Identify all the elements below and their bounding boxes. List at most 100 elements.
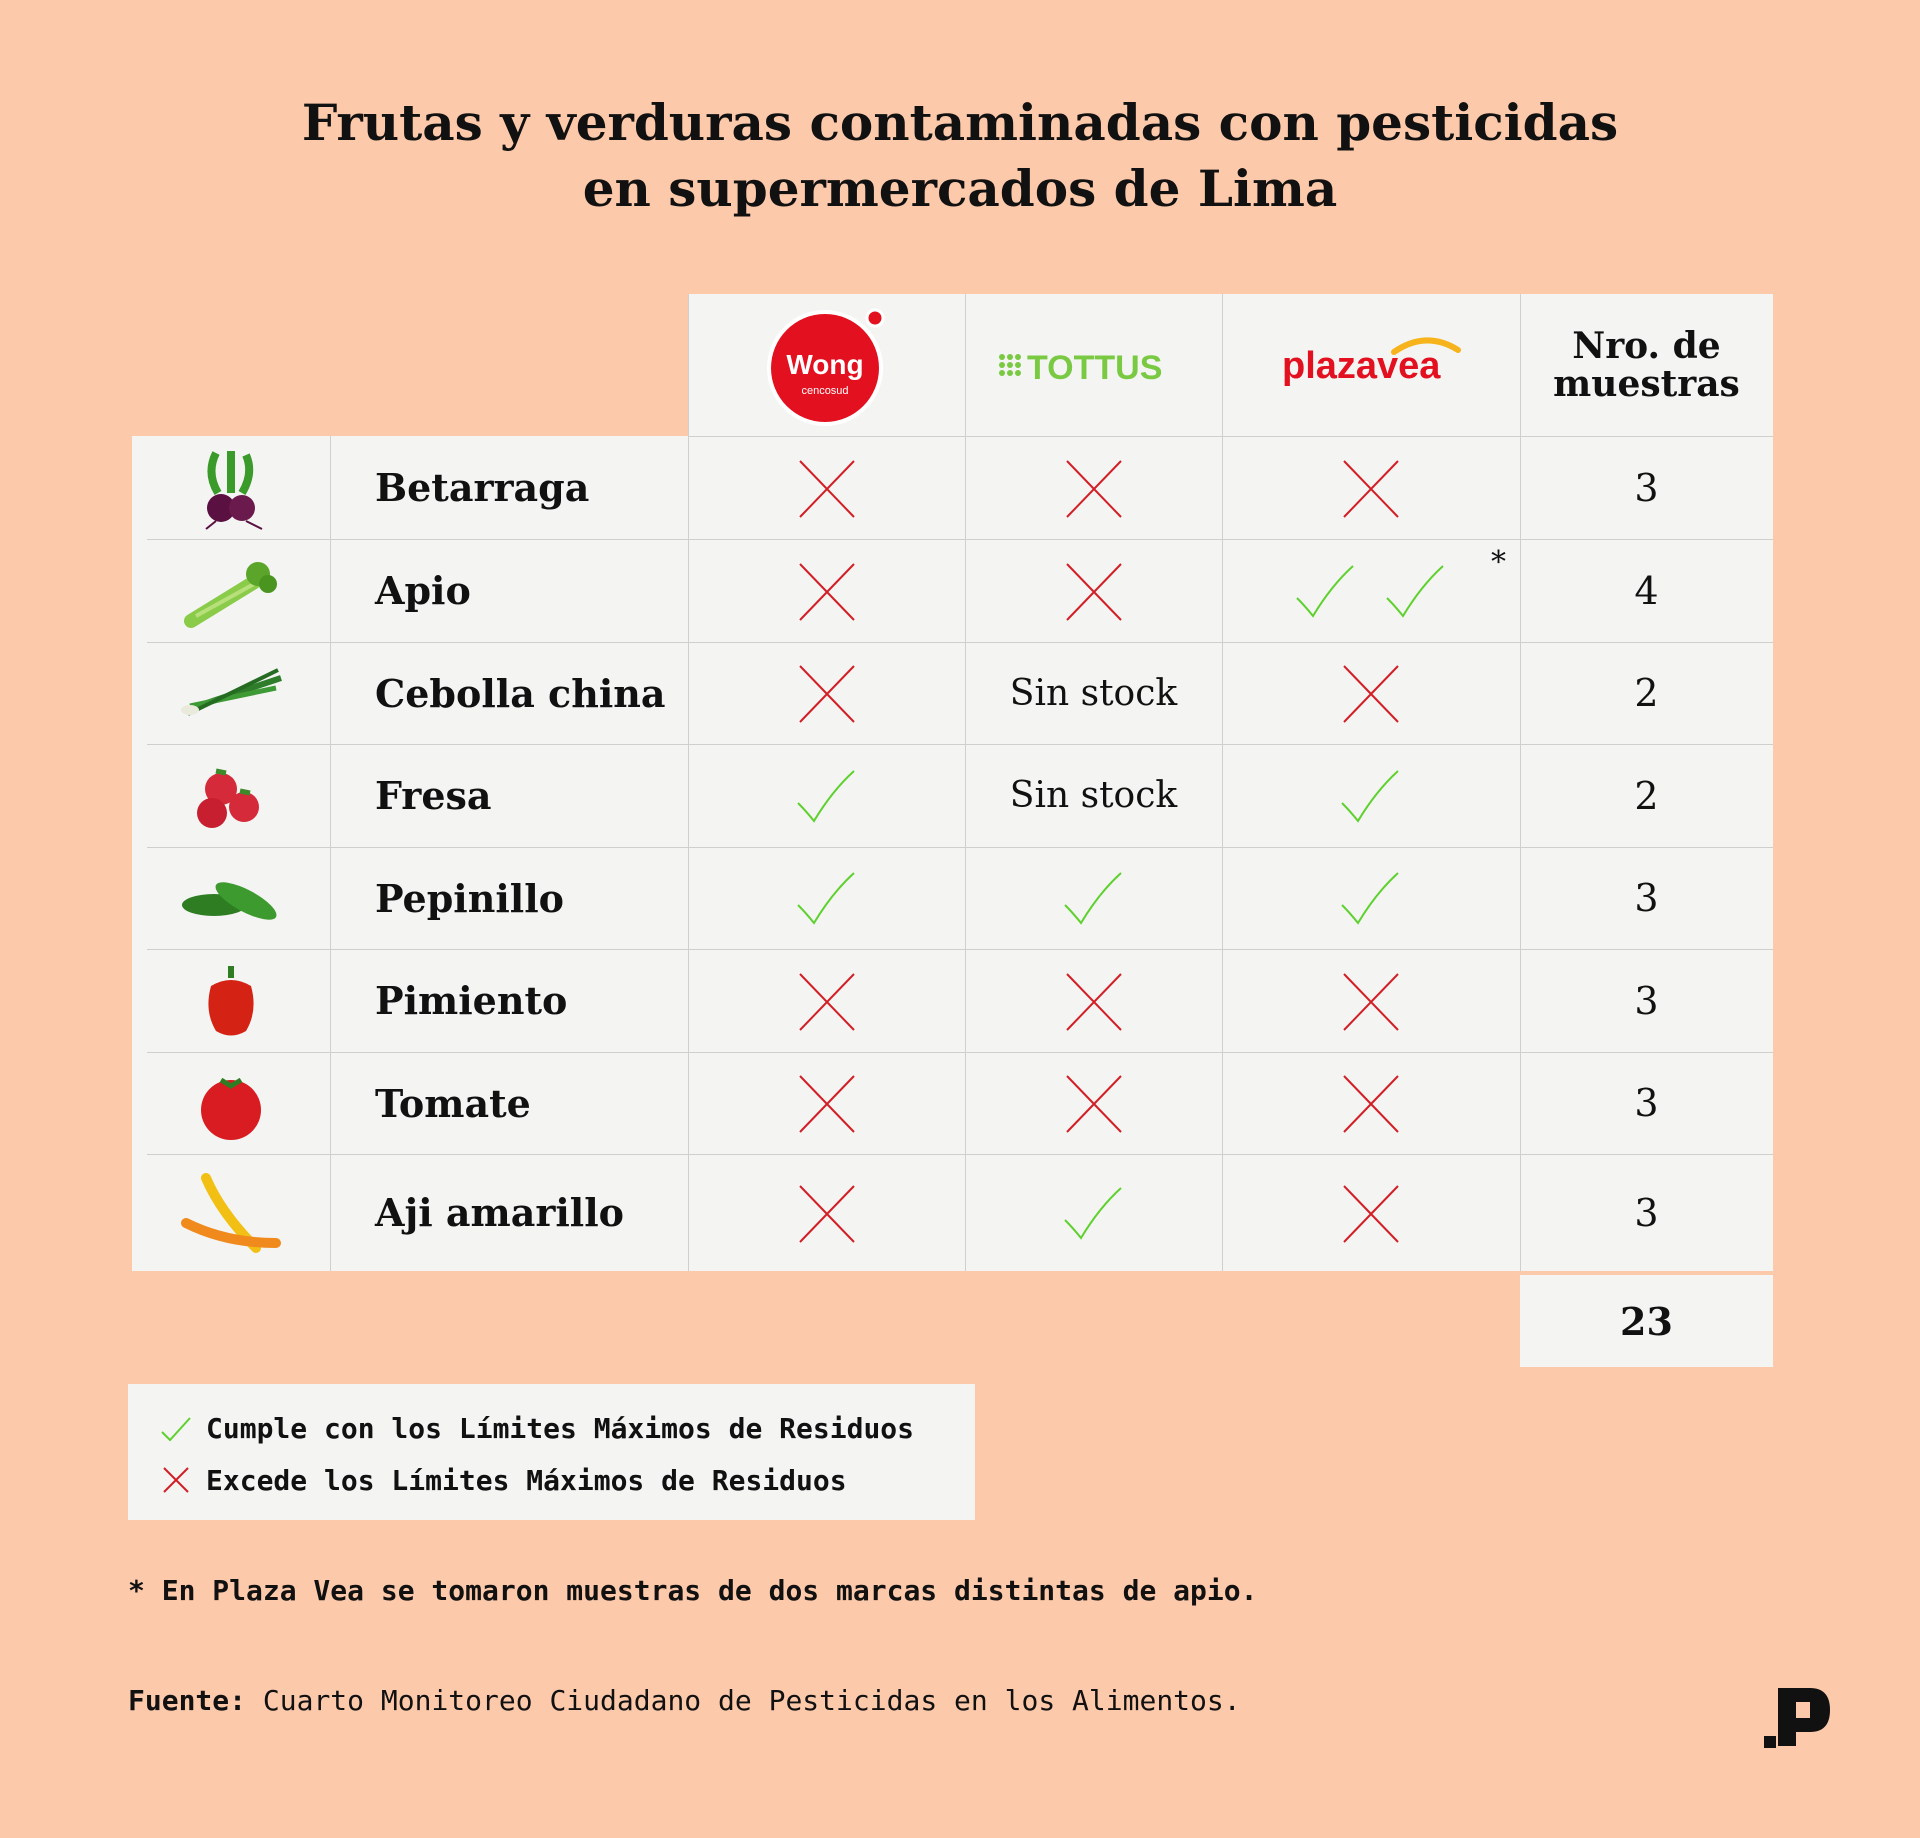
result-plazavea: * (1222, 539, 1520, 642)
result-wong (688, 436, 965, 539)
source-label: Fuente: (128, 1684, 247, 1717)
x-icon (1343, 459, 1399, 518)
yellow-chili-icon (181, 1172, 281, 1253)
x-icon (1065, 459, 1122, 518)
x-icon (1343, 665, 1399, 723)
row-icon-cell (132, 539, 330, 642)
check-icon (1386, 564, 1444, 618)
asterisk-note: * (1491, 545, 1506, 580)
check-icon (796, 769, 855, 823)
x-icon (1065, 972, 1122, 1031)
green-onion-icon (181, 668, 282, 716)
result-tottus (965, 539, 1222, 642)
row-samples-count: 2 (1634, 671, 1659, 715)
row-samples-count: 3 (1634, 465, 1659, 510)
result-plazavea (1222, 1154, 1520, 1271)
result-plazavea (1222, 847, 1520, 949)
celery-icon (184, 561, 277, 628)
result-plazavea (1222, 436, 1520, 539)
x-icon (798, 459, 855, 518)
source-line: Fuente: Cuarto Monitoreo Ciudadano de Pe… (128, 1684, 1241, 1717)
row-samples-count: 3 (1634, 978, 1659, 1023)
row-samples-count: 2 (1634, 773, 1659, 818)
title-line-2: en supermercados de Lima (582, 159, 1338, 218)
row-product-name: Pepinillo (375, 875, 565, 921)
row-icon-cell (132, 744, 330, 847)
check-icon (1063, 1186, 1122, 1240)
check-icon (161, 1417, 191, 1442)
tottus-logo-icon: TOTTUS (998, 349, 1162, 387)
result-wong (688, 539, 965, 642)
row-icon-cell (132, 847, 330, 949)
row-product-name: Cebolla china (375, 670, 666, 716)
plazavea-logo: plazavea (1222, 294, 1520, 436)
x-icon (798, 1184, 855, 1243)
row-icon-cell (132, 642, 330, 744)
x-icon (1343, 1075, 1399, 1133)
x-icon (798, 562, 855, 621)
bell-pepper-icon (208, 965, 254, 1035)
page-title: Frutas y verduras contaminadas con pesti… (0, 90, 1920, 222)
legend-exceeds-label: Excede los Límites Máximos de Residuos (206, 1463, 847, 1497)
result-tottus (965, 1052, 1222, 1154)
publication-logo-icon (1764, 1688, 1830, 1748)
table-body (132, 436, 1773, 1271)
check-icon (796, 872, 855, 925)
strawberry-icon (197, 768, 259, 828)
x-icon (1343, 972, 1399, 1031)
wong-brand-text: Wong (786, 349, 863, 380)
result-wong (688, 949, 965, 1052)
result-tottus: Sin stock (1009, 672, 1178, 714)
row-icon-cell (132, 1154, 330, 1271)
row-product-name: Betarraga (375, 465, 590, 510)
result-tottus (965, 847, 1222, 949)
row-product-name: Aji amarillo (375, 1190, 625, 1235)
result-wong (688, 744, 965, 847)
plazavea-logo-icon: plazavea (1282, 337, 1461, 387)
result-plazavea (1222, 642, 1520, 744)
samples-header-line-2: muestras (1553, 363, 1740, 405)
row-samples-count: 3 (1634, 876, 1659, 920)
x-icon (1065, 1075, 1122, 1133)
x-icon (798, 1075, 855, 1133)
source-text: Cuarto Monitoreo Ciudadano de Pesticidas… (246, 1684, 1241, 1717)
title-line-1: Frutas y verduras contaminadas con pesti… (301, 93, 1619, 152)
legend-item-exceeds: Excede los Límites Máximos de Residuos (158, 1454, 975, 1506)
cucumber-icon (182, 882, 277, 920)
footnote: * En Plaza Vea se tomaron muestras de do… (128, 1574, 1258, 1607)
row-product-name: Fresa (375, 773, 492, 818)
result-plazavea (1222, 744, 1520, 847)
total-samples: 23 (1620, 1298, 1673, 1344)
result-plazavea (1222, 949, 1520, 1052)
row-samples-count: 3 (1634, 1081, 1659, 1125)
x-icon (1065, 562, 1122, 621)
result-plazavea (1222, 1052, 1520, 1154)
tottus-logo: TOTTUS (965, 294, 1222, 436)
wong-sub-text: cencosud (801, 385, 848, 397)
tottus-brand-text: TOTTUS (1027, 349, 1162, 387)
legend: Cumple con los Límites Máximos de Residu… (128, 1384, 975, 1520)
result-tottus (965, 949, 1222, 1052)
check-icon (1341, 769, 1399, 823)
x-icon (798, 972, 855, 1031)
result-wong (688, 642, 965, 744)
row-product-name: Apio (375, 568, 471, 613)
row-icon-cell (132, 436, 330, 539)
result-wong (688, 1052, 965, 1154)
result-tottus: Sin stock (1009, 775, 1178, 816)
x-icon (798, 665, 855, 723)
wong-logo: Wong cencosud (688, 294, 965, 436)
check-icon (1341, 872, 1399, 925)
row-icon-cell (132, 1052, 330, 1154)
check-icon (1296, 564, 1354, 618)
wong-logo-icon: Wong cencosud (766, 308, 884, 426)
legend-complies-label: Cumple con los Límites Máximos de Residu… (206, 1411, 915, 1445)
result-tottus (965, 1154, 1222, 1271)
result-wong (688, 847, 965, 949)
result-wong (688, 1154, 965, 1271)
x-icon (163, 1467, 189, 1493)
tomato-icon (201, 1077, 261, 1140)
x-icon (1343, 1184, 1399, 1243)
check-icon (1063, 872, 1122, 925)
total-panel (1520, 1275, 1773, 1367)
